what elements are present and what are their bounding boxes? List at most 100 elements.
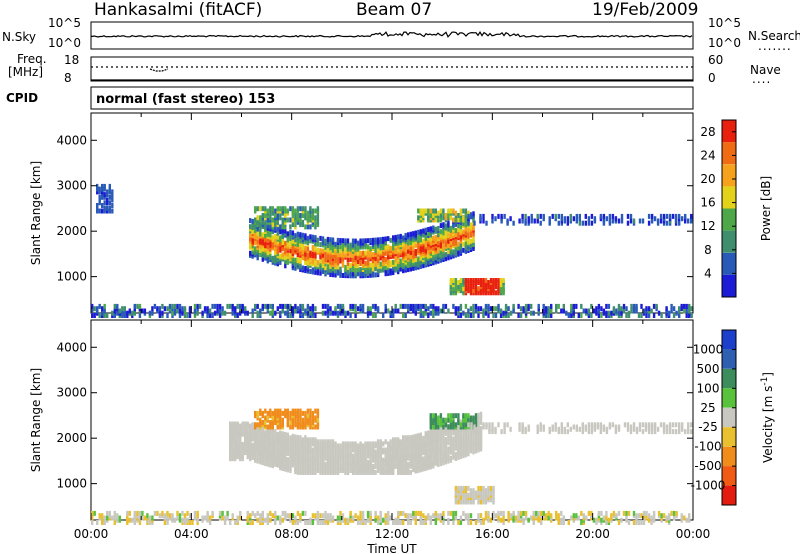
velocity-cell	[502, 510, 505, 516]
power-cell	[141, 308, 144, 314]
power-cell	[316, 247, 320, 253]
power-cell	[652, 303, 656, 309]
power-cell	[434, 234, 437, 240]
power-cell	[101, 203, 104, 208]
velocity-cell	[226, 510, 229, 516]
power-cell	[121, 306, 124, 312]
power-cell	[371, 272, 375, 278]
power-cell	[314, 313, 317, 318]
velocity-cell	[681, 422, 684, 428]
velocity-cell	[647, 517, 651, 523]
velocity-cell	[326, 520, 330, 525]
power-cell	[309, 224, 312, 230]
velocity-cell	[462, 510, 465, 516]
power-cell	[321, 262, 325, 268]
velocity-cell	[231, 513, 234, 519]
power-cell	[614, 216, 618, 222]
velocity-cell	[535, 510, 538, 516]
power-cell	[316, 268, 320, 274]
velocity-cell	[551, 424, 554, 430]
velocity-cell	[625, 510, 628, 516]
velocity-cell	[459, 515, 463, 521]
velocity-cell	[473, 424, 476, 430]
velocity-cell	[587, 510, 591, 516]
power-cell	[153, 303, 157, 309]
velocity-cell	[447, 446, 450, 452]
power-cell	[173, 308, 177, 314]
velocity-cell	[491, 426, 494, 432]
velocity-cell	[429, 452, 432, 458]
velocity-cell	[304, 510, 307, 516]
velocity-cell	[429, 446, 432, 451]
power-cell	[296, 306, 300, 312]
velocity-cell	[555, 515, 558, 521]
power-cell	[274, 250, 277, 256]
power-cell	[394, 261, 397, 267]
power-cell	[294, 265, 297, 271]
power-cell	[261, 252, 264, 258]
power-cell	[101, 310, 104, 316]
velocity-cell	[545, 513, 548, 519]
power-cell	[296, 206, 300, 212]
velocity-cell	[439, 426, 443, 432]
power-cell	[562, 308, 565, 314]
power-cell	[542, 213, 545, 219]
power-cell	[311, 310, 315, 316]
velocity-cell	[626, 422, 630, 428]
power-cell	[271, 303, 274, 309]
velocity-cell	[429, 515, 432, 521]
velocity-cell	[304, 520, 307, 525]
velocity-cell	[93, 510, 96, 516]
power-cell	[103, 192, 106, 198]
power-cell	[522, 306, 525, 312]
velocity-cell	[311, 520, 315, 525]
velocity-cell	[316, 515, 320, 521]
power-cell	[554, 213, 557, 219]
power-cell	[467, 213, 470, 219]
velocity-cell	[560, 510, 563, 516]
power-cell	[394, 308, 397, 314]
velocity-cell	[183, 520, 187, 525]
power-cell	[269, 230, 272, 236]
power-cell	[459, 278, 463, 283]
velocity-cell	[349, 449, 352, 455]
velocity-cell	[469, 520, 473, 525]
velocity-cell	[548, 426, 551, 432]
velocity-cell	[246, 421, 249, 427]
power-cell	[279, 310, 282, 316]
power-cell	[668, 213, 672, 219]
power-cell	[256, 206, 259, 212]
power-cell	[507, 313, 510, 318]
power-cell	[447, 220, 450, 226]
velocity-cell	[394, 517, 397, 523]
power-cell	[387, 308, 390, 314]
power-cell	[296, 256, 300, 262]
velocity-cell	[392, 520, 395, 525]
velocity-cell	[474, 413, 478, 419]
power-cell	[459, 303, 463, 309]
power-cell	[254, 303, 257, 309]
velocity-cell	[671, 429, 675, 435]
power-cell	[635, 303, 638, 309]
velocity-cell	[459, 433, 463, 439]
velocity-cell	[464, 413, 468, 419]
velocity-cell	[522, 517, 525, 523]
velocity-cell	[241, 429, 244, 435]
power-cell	[351, 257, 355, 262]
power-cell	[261, 303, 264, 309]
power-cell	[131, 310, 134, 316]
velocity-cell	[449, 439, 453, 445]
power-cell	[462, 215, 465, 221]
power-cell	[444, 213, 448, 218]
velocity-cell	[96, 520, 99, 525]
power-colorbar-segment	[722, 142, 736, 165]
power-cell	[404, 247, 407, 253]
velocity-cell	[239, 423, 242, 429]
power-cell	[324, 265, 327, 271]
power-cell	[417, 246, 420, 252]
power-cell	[111, 197, 114, 203]
velocity-cell	[379, 463, 382, 469]
velocity-cell	[231, 421, 234, 427]
power-cell	[477, 286, 480, 292]
power-cell	[414, 261, 417, 267]
